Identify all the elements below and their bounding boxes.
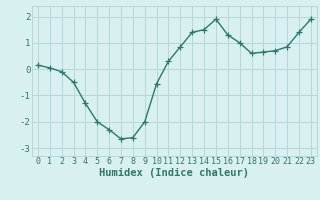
X-axis label: Humidex (Indice chaleur): Humidex (Indice chaleur): [100, 168, 249, 178]
